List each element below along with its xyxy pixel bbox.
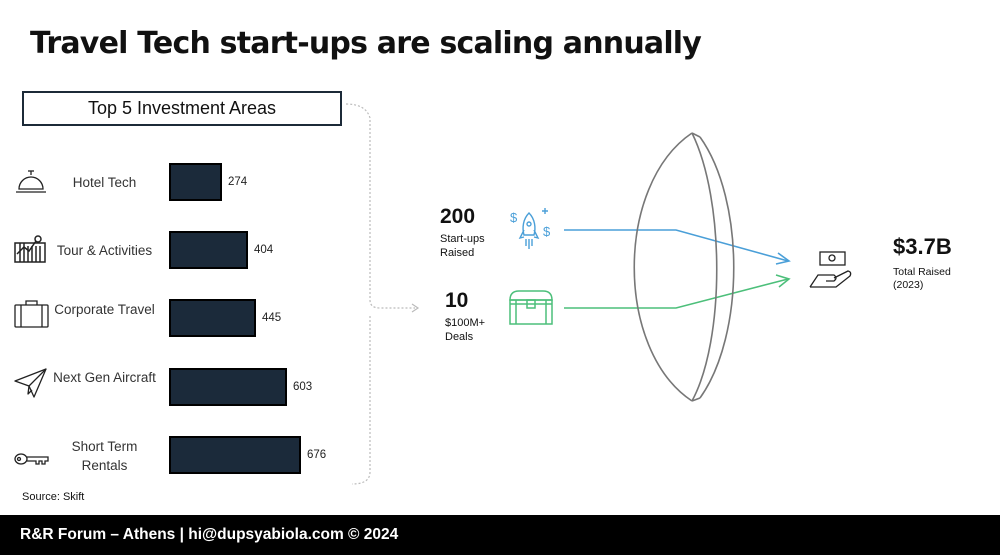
source-note: Source: Skift	[22, 491, 85, 503]
rocket-dollar-icon	[518, 208, 548, 249]
connector-arrowhead	[411, 303, 420, 313]
category-label: Short Term Rentals	[71, 439, 138, 473]
footer-bar: R&R Forum – Athens | hi@dupsyabiola.com …	[0, 515, 1000, 555]
briefcase-icon	[14, 300, 49, 328]
category-label: Next Gen Aircraft	[53, 370, 156, 385]
deals-arrowhead	[775, 274, 791, 288]
bar-short-term-rentals	[169, 436, 301, 474]
startups-arrowhead	[775, 252, 791, 265]
bar-corporate-travel	[169, 299, 256, 337]
lens-shape	[633, 132, 735, 402]
paper-plane-icon	[14, 368, 47, 398]
key-icon	[14, 453, 49, 465]
bar-value-label: 274	[228, 176, 248, 188]
bar-value-label: 445	[262, 312, 282, 324]
dollar-sign-right: $	[543, 224, 551, 239]
bar-value-label: 676	[307, 449, 327, 461]
category-label: Hotel Tech	[72, 175, 137, 190]
bar-value-label: 603	[293, 381, 313, 393]
deals-label: $100M+ Deals	[445, 317, 486, 343]
bar-next-gen-aircraft	[169, 368, 287, 406]
dollar-sign-left: $	[510, 210, 518, 225]
money-hand-icon	[809, 251, 852, 288]
chart-title: Top 5 Investment Areas	[87, 98, 277, 118]
deals-count: 10	[445, 289, 469, 312]
footer-text: R&R Forum – Athens | hi@dupsyabiola.com …	[20, 526, 399, 543]
service-bell-icon	[16, 170, 46, 193]
category-label: Tour & Activities	[56, 243, 153, 258]
ticket-icon	[14, 235, 46, 263]
deals-flow-line	[564, 278, 789, 309]
bar-tour-activities	[169, 231, 248, 269]
bracket-connector	[345, 103, 415, 485]
bar-value-label: 404	[254, 244, 274, 256]
category-label: Corporate Travel	[54, 302, 155, 317]
treasure-chest-icon	[509, 290, 553, 325]
startups-count: 200	[440, 205, 476, 228]
total-raised-label: Total Raised (2023)	[893, 266, 951, 291]
total-raised-value: $3.7B	[893, 234, 952, 259]
page-title: Travel Tech start-ups are scaling annual…	[30, 26, 702, 61]
chart-title-box: Top 5 Investment Areas	[22, 91, 342, 126]
startups-flow-line	[564, 229, 789, 262]
startups-label: Start-ups Raised	[440, 233, 485, 259]
bar-hotel-tech	[169, 163, 222, 201]
